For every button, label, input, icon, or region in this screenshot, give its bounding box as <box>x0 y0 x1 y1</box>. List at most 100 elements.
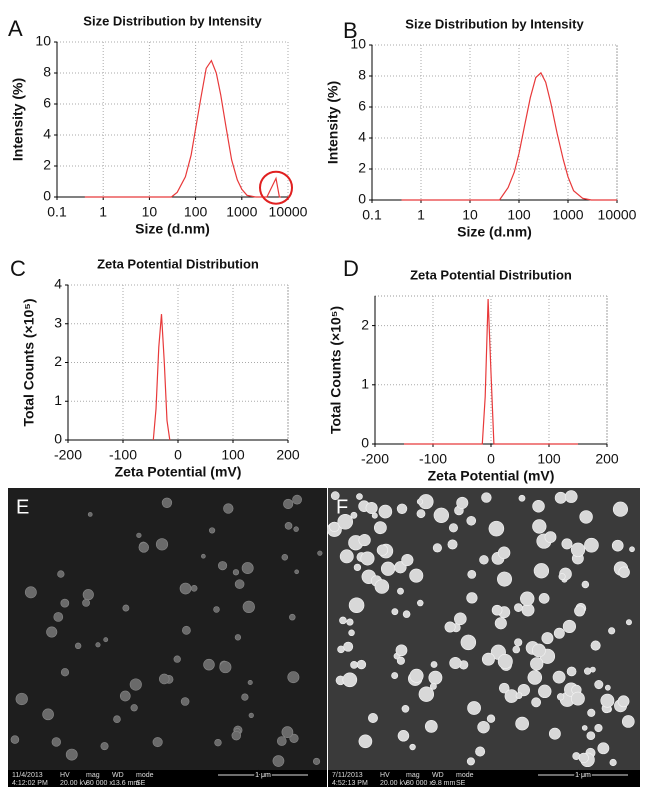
sem-background <box>8 488 327 787</box>
y-tick-label: 6 <box>358 98 366 114</box>
particle <box>343 641 354 652</box>
y-axis-label: Total Counts (×10⁵) <box>328 306 344 434</box>
particle <box>449 656 462 670</box>
particle <box>467 701 481 715</box>
particle <box>466 515 477 526</box>
particle <box>617 695 630 708</box>
particle <box>570 542 586 557</box>
highlight-circle <box>259 170 294 205</box>
particle <box>497 571 512 587</box>
particle <box>608 627 616 635</box>
particle <box>231 730 241 741</box>
particle <box>533 563 550 579</box>
particle <box>515 692 523 699</box>
particle <box>348 629 355 637</box>
particle <box>10 735 20 744</box>
particle <box>532 643 546 658</box>
particle <box>281 554 289 561</box>
info-text: 80 000 x <box>406 780 433 787</box>
particle <box>512 645 521 654</box>
particle <box>74 642 82 650</box>
y-tick-label: 1 <box>54 392 62 408</box>
particle <box>24 586 37 599</box>
particle <box>460 634 477 651</box>
particle <box>571 691 585 706</box>
particle <box>625 619 632 626</box>
y-tick-label: 0 <box>361 435 369 451</box>
info-text: 20.00 kV <box>380 780 408 787</box>
info-text: WD <box>432 772 444 779</box>
particle <box>42 708 54 721</box>
particle <box>242 600 255 613</box>
y-tick-label: 4 <box>43 126 51 142</box>
particle <box>553 627 565 639</box>
particle <box>182 625 191 635</box>
x-tick-label: 100 <box>537 451 561 467</box>
particle <box>356 659 367 670</box>
x-tick-label: 100 <box>184 204 208 220</box>
particle <box>129 678 142 691</box>
particle <box>541 632 554 645</box>
particle <box>95 642 101 648</box>
particle <box>356 493 363 500</box>
y-tick-label: 8 <box>43 64 51 80</box>
particle <box>201 553 206 559</box>
particle <box>554 491 567 504</box>
particle <box>583 667 592 675</box>
x-tick-label: 100 <box>221 447 245 463</box>
x-tick-label: 0 <box>174 447 182 463</box>
particle <box>161 497 173 508</box>
scale-label: 1 μm <box>575 772 591 779</box>
info-text: 4:52:13 PM <box>332 780 368 787</box>
particle <box>586 731 596 741</box>
y-axis-label: Intensity (%) <box>325 81 341 164</box>
particle <box>376 544 389 556</box>
particle <box>604 684 611 691</box>
x-tick-label: 0 <box>487 451 495 467</box>
x-axis-label: Size (d.nm) <box>135 221 210 237</box>
particle <box>136 532 142 538</box>
particle <box>60 598 70 608</box>
particle <box>82 589 94 601</box>
plot-frame <box>371 44 618 201</box>
particle <box>155 538 169 551</box>
particle <box>241 562 254 575</box>
particle <box>312 757 321 765</box>
particle <box>60 668 70 677</box>
particle <box>514 638 523 647</box>
particle <box>514 603 523 612</box>
particle <box>100 742 109 751</box>
particle <box>558 573 566 581</box>
x-tick-label: 1000 <box>226 204 257 220</box>
particle <box>365 502 378 515</box>
particle <box>65 748 78 761</box>
chart-title: Size Distribution by Intensity <box>83 13 262 28</box>
x-axis-label: Zeta Potential (mV) <box>115 464 242 480</box>
particle <box>433 507 450 523</box>
x-tick-label: 200 <box>276 447 300 463</box>
particle <box>456 496 469 509</box>
particle <box>272 755 285 767</box>
info-text: WD <box>112 772 124 779</box>
x-tick-label: 1 <box>417 207 425 223</box>
particle <box>486 714 496 723</box>
y-tick-label: 0 <box>43 188 51 204</box>
particle <box>494 617 507 630</box>
x-tick-label: 0.1 <box>47 204 67 220</box>
particle <box>173 655 181 663</box>
y-tick-label: 2 <box>358 160 366 176</box>
panel-label: C <box>10 256 26 281</box>
particle <box>561 538 573 550</box>
particle <box>532 519 547 534</box>
y-tick-label: 6 <box>43 95 51 111</box>
data-line <box>401 71 617 201</box>
particle <box>428 670 443 685</box>
particle <box>430 661 438 668</box>
particle <box>373 521 387 535</box>
particle <box>353 563 362 572</box>
particle <box>396 656 405 665</box>
y-tick-label: 4 <box>358 129 366 145</box>
particle <box>283 498 294 510</box>
particle <box>416 509 426 519</box>
x-tick-label: 10 <box>142 204 158 220</box>
